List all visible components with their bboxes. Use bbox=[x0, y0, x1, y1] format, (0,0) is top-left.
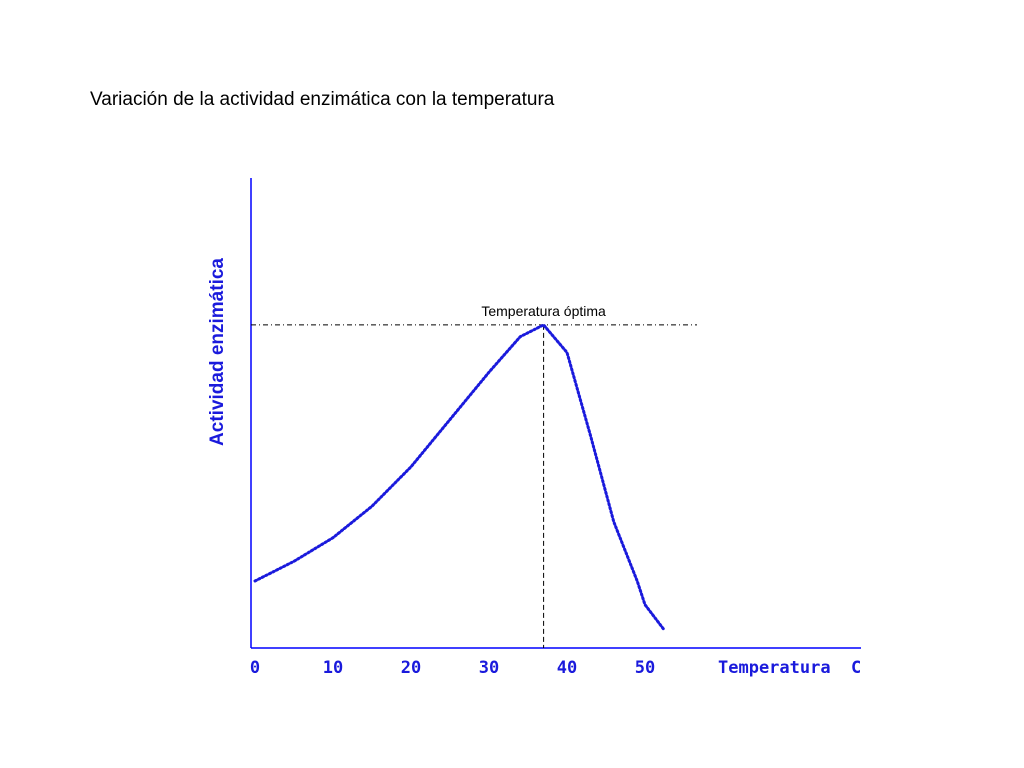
x-tick-label: 50 bbox=[635, 658, 655, 678]
x-tick-label: 20 bbox=[401, 658, 421, 678]
y-axis-label: Actividad enzimática bbox=[207, 258, 228, 446]
x-tick-label: 40 bbox=[557, 658, 577, 678]
x-tick-label: 30 bbox=[479, 658, 499, 678]
x-tick-labels: 0 10 20 30 40 50 bbox=[250, 658, 655, 678]
annotation-optimal-temperature: Temperatura óptima bbox=[481, 303, 606, 319]
series-line-activity bbox=[253, 323, 666, 632]
chart-title: Variación de la actividad enzimática con… bbox=[90, 89, 555, 110]
x-tick-label: 0 bbox=[250, 658, 260, 678]
x-tick-label: 10 bbox=[323, 658, 343, 678]
x-axis-label: Temperatura C bbox=[718, 658, 861, 678]
optimum-guides bbox=[251, 324, 697, 648]
